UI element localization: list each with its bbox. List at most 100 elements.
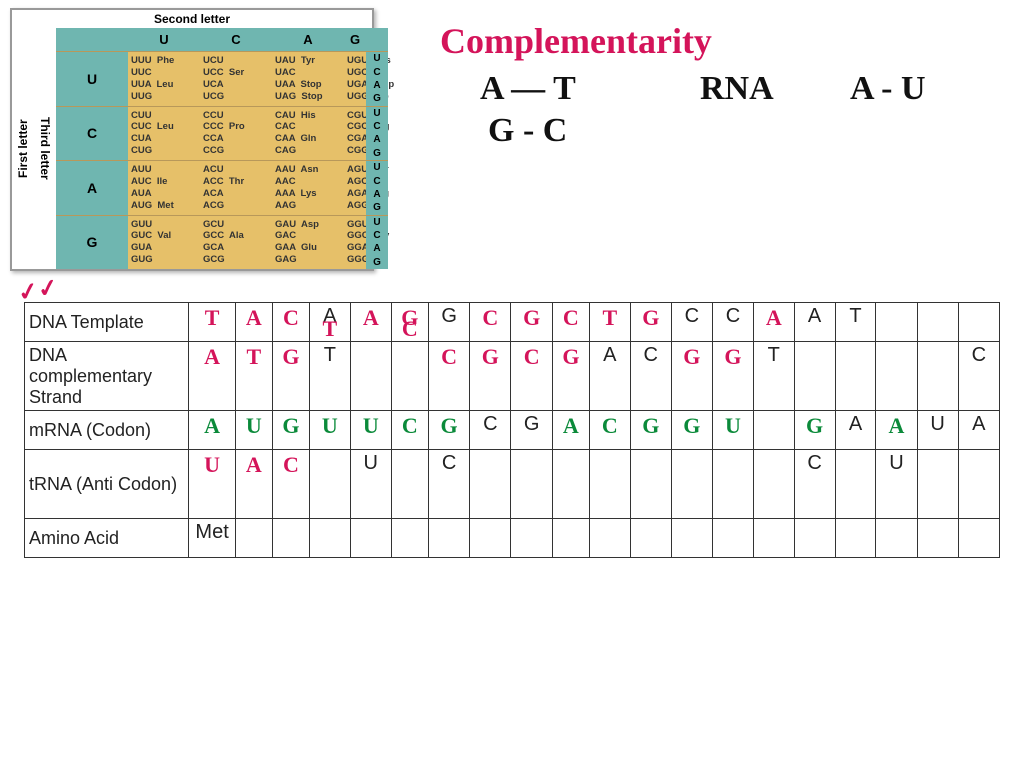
- cell-UG: UGU Cys UGC UGA Stop UGG Trp: [344, 51, 366, 106]
- cell: A: [350, 303, 391, 342]
- cell: A: [235, 303, 272, 342]
- cell: TT: [309, 342, 350, 411]
- cell: C: [470, 303, 511, 342]
- cell: C: [470, 411, 511, 450]
- table-row: mRNA (Codon) AUG UUC GCG ACG GU GAA UA: [25, 411, 1000, 450]
- cell: U: [876, 450, 917, 519]
- cell-GG: GGU GGC Gly GGA GGG: [344, 215, 366, 270]
- cell: [309, 519, 350, 558]
- cell: [630, 450, 671, 519]
- worksheet-table: DNA Template TAC AAG GCG CTG CCA AT DNA …: [24, 302, 1000, 558]
- cell: T: [235, 342, 272, 411]
- cell: [754, 519, 794, 558]
- cell-GU: GUU GUC Val GUA GUG: [128, 215, 200, 270]
- cell: U: [309, 411, 350, 450]
- cell: U: [350, 450, 391, 519]
- cell: A: [189, 411, 235, 450]
- cell: [511, 519, 552, 558]
- cell: [876, 303, 917, 342]
- cell: A: [876, 411, 917, 450]
- cell: A: [589, 342, 630, 411]
- cell-CU: CUU CUC Leu CUA CUG: [128, 106, 200, 161]
- cell: C: [511, 342, 552, 411]
- cell: Met: [189, 519, 235, 558]
- cell: C: [272, 450, 309, 519]
- codon-second-letter-label: Second letter: [12, 10, 372, 28]
- table-row: DNA Template TAC AAG GCG CTG CCA AT: [25, 303, 1000, 342]
- cell: C: [958, 342, 999, 411]
- cell: U: [917, 411, 958, 450]
- cell: [835, 519, 876, 558]
- cell: [876, 342, 917, 411]
- cell: [917, 342, 958, 411]
- cell: C: [552, 303, 589, 342]
- col-C: C: [200, 28, 272, 51]
- cell: [511, 450, 552, 519]
- codon-third-letter-label: Third letter: [34, 28, 56, 269]
- hw-pair1: A — T: [480, 70, 576, 108]
- cell: [671, 519, 712, 558]
- row-G: G: [56, 215, 128, 270]
- cell: C: [428, 342, 469, 411]
- cell: [835, 450, 876, 519]
- cell: T: [835, 303, 876, 342]
- cell: [671, 450, 712, 519]
- cell: [470, 519, 511, 558]
- cell: A: [958, 411, 999, 450]
- third-U: UCAG: [366, 51, 388, 106]
- cell-CG: CGU CGC Arg CGA CGG: [344, 106, 366, 161]
- codon-first-letter-label: First letter: [12, 28, 34, 269]
- cell: [391, 519, 428, 558]
- cell: C: [391, 342, 428, 411]
- row-dna-template-label: DNA Template: [25, 303, 189, 342]
- cell: [794, 342, 835, 411]
- cell-UA: UAU Tyr UAC UAA Stop UAG Stop: [272, 51, 344, 106]
- cell: [470, 450, 511, 519]
- corner2: [366, 28, 388, 51]
- cell-AC: ACU ACC Thr ACA ACG: [200, 160, 272, 215]
- cell: T: [754, 342, 794, 411]
- codon-table: Second letter First letter U C A G Third…: [10, 8, 374, 271]
- hw-pair2: G - C: [488, 112, 567, 150]
- cell-GA: GAU Asp GAC GAA Glu GAG: [272, 215, 344, 270]
- cell: [428, 519, 469, 558]
- cell: C: [589, 411, 630, 450]
- cell: G: [272, 411, 309, 450]
- cell: G: [470, 342, 511, 411]
- cell: [552, 450, 589, 519]
- cell-UC: UCU UCC Ser UCA UCG: [200, 51, 272, 106]
- hw-title: Complementarity: [440, 20, 712, 62]
- cell-UU: UUU Phe UUC UUA Leu UUG: [128, 51, 200, 106]
- cell: U: [350, 411, 391, 450]
- cell: G: [671, 342, 712, 411]
- cell: [350, 519, 391, 558]
- cell-GC: GCU GCC Ala GCA GCG: [200, 215, 272, 270]
- cell: [917, 450, 958, 519]
- cell: G: [428, 303, 469, 342]
- cell: C: [391, 411, 428, 450]
- cell: G: [712, 342, 753, 411]
- cell: C: [630, 342, 671, 411]
- cell: A: [189, 342, 235, 411]
- cell: [589, 450, 630, 519]
- cell: A: [794, 303, 835, 342]
- cell-AG: AGU Ser AGC AGA Arg AGG: [344, 160, 366, 215]
- cell: U: [712, 411, 753, 450]
- cell-AA: AAU Asn AAC AAA Lys AAG: [272, 160, 344, 215]
- cell-CC: CCU CCC Pro CCA CCG: [200, 106, 272, 161]
- cell-CA: CAU His CAC CAA Gln CAG: [272, 106, 344, 161]
- cell: [712, 450, 753, 519]
- row-trna-label: tRNA (Anti Codon): [25, 450, 189, 519]
- cell: C: [428, 450, 469, 519]
- cell-AU: AUU AUC Ile AUA AUG Met: [128, 160, 200, 215]
- cell: C: [794, 450, 835, 519]
- cell: [754, 450, 794, 519]
- cell: G: [630, 303, 671, 342]
- cell: T: [589, 303, 630, 342]
- cell: [754, 411, 794, 450]
- col-A: A: [272, 28, 344, 51]
- cell: U: [235, 411, 272, 450]
- cell: G: [272, 342, 309, 411]
- table-row: DNA complementary Strand ATG TTC CGC GAC…: [25, 342, 1000, 411]
- col-U: U: [128, 28, 200, 51]
